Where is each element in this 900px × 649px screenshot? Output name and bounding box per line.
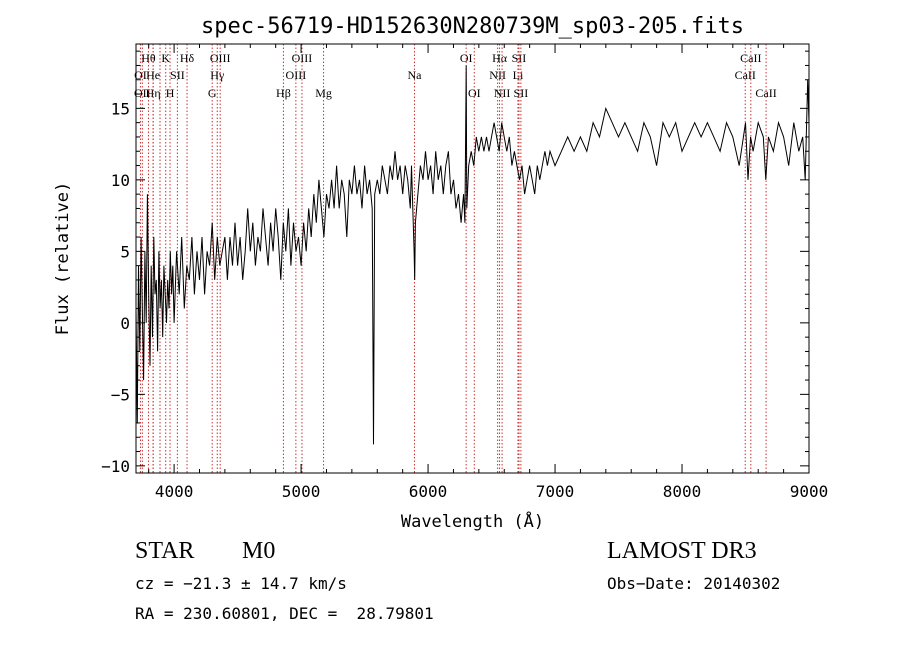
y-tick-label: 10 xyxy=(111,171,130,190)
obs-date: Obs−Date: 20140302 xyxy=(607,574,781,593)
line-label: Hθ xyxy=(141,51,156,65)
y-axis-label: Flux (relative) xyxy=(53,182,73,336)
line-label: CaII xyxy=(755,86,776,100)
line-label: Na xyxy=(407,68,422,82)
x-tick-label: 4000 xyxy=(155,482,194,501)
y-tick-label: −10 xyxy=(101,457,130,476)
line-label: OI xyxy=(134,68,147,82)
line-label: NII xyxy=(494,86,511,100)
coordinates-text: RA = 230.60801, DEC = 28.79801 xyxy=(135,604,434,623)
line-label: OI xyxy=(460,51,473,65)
line-label: SII xyxy=(514,86,529,100)
line-label: Li xyxy=(513,68,524,82)
y-tick-label: 5 xyxy=(120,242,130,261)
line-label: Hβ xyxy=(276,86,291,100)
line-label: CaII xyxy=(735,68,756,82)
y-tick-label: 15 xyxy=(111,99,130,118)
x-tick-label: 5000 xyxy=(282,482,321,501)
line-label: H xyxy=(166,86,175,100)
x-tick-label: 9000 xyxy=(790,482,829,501)
line-label: Mg xyxy=(315,86,332,100)
line-label: K xyxy=(161,51,170,65)
chart-title: spec-56719-HD152630N280739M_sp03-205.fit… xyxy=(201,14,744,39)
spectrum-line xyxy=(135,65,810,445)
line-label: He xyxy=(146,68,160,82)
line-label: SII xyxy=(512,51,527,65)
x-tick-label: 8000 xyxy=(663,482,702,501)
x-tick-label: 6000 xyxy=(409,482,448,501)
line-label: OII xyxy=(134,86,151,100)
line-label: OIII xyxy=(210,51,231,65)
line-label: Hγ xyxy=(210,68,225,82)
line-label: Hδ xyxy=(180,51,195,65)
line-label: OIII xyxy=(292,51,313,65)
line-label: OIII xyxy=(286,68,307,82)
plot-frame xyxy=(135,43,810,474)
y-tick-label: 0 xyxy=(120,314,130,333)
line-label: G xyxy=(208,86,217,100)
y-tick-label: −5 xyxy=(111,385,130,404)
object-class: STAR xyxy=(135,538,195,564)
line-label: CaII xyxy=(740,51,761,65)
x-axis-label: Wavelength (Å) xyxy=(401,510,544,532)
object-subclass: M0 xyxy=(242,538,276,564)
line-label: NII xyxy=(489,68,506,82)
survey-name: LAMOST DR3 xyxy=(607,538,757,564)
redshift-text: cz = −21.3 ± 14.7 km/s xyxy=(135,574,347,593)
line-label: SII xyxy=(170,68,185,82)
line-label: OI xyxy=(468,86,481,100)
x-tick-label: 7000 xyxy=(536,482,575,501)
line-label: Hα xyxy=(492,51,508,65)
